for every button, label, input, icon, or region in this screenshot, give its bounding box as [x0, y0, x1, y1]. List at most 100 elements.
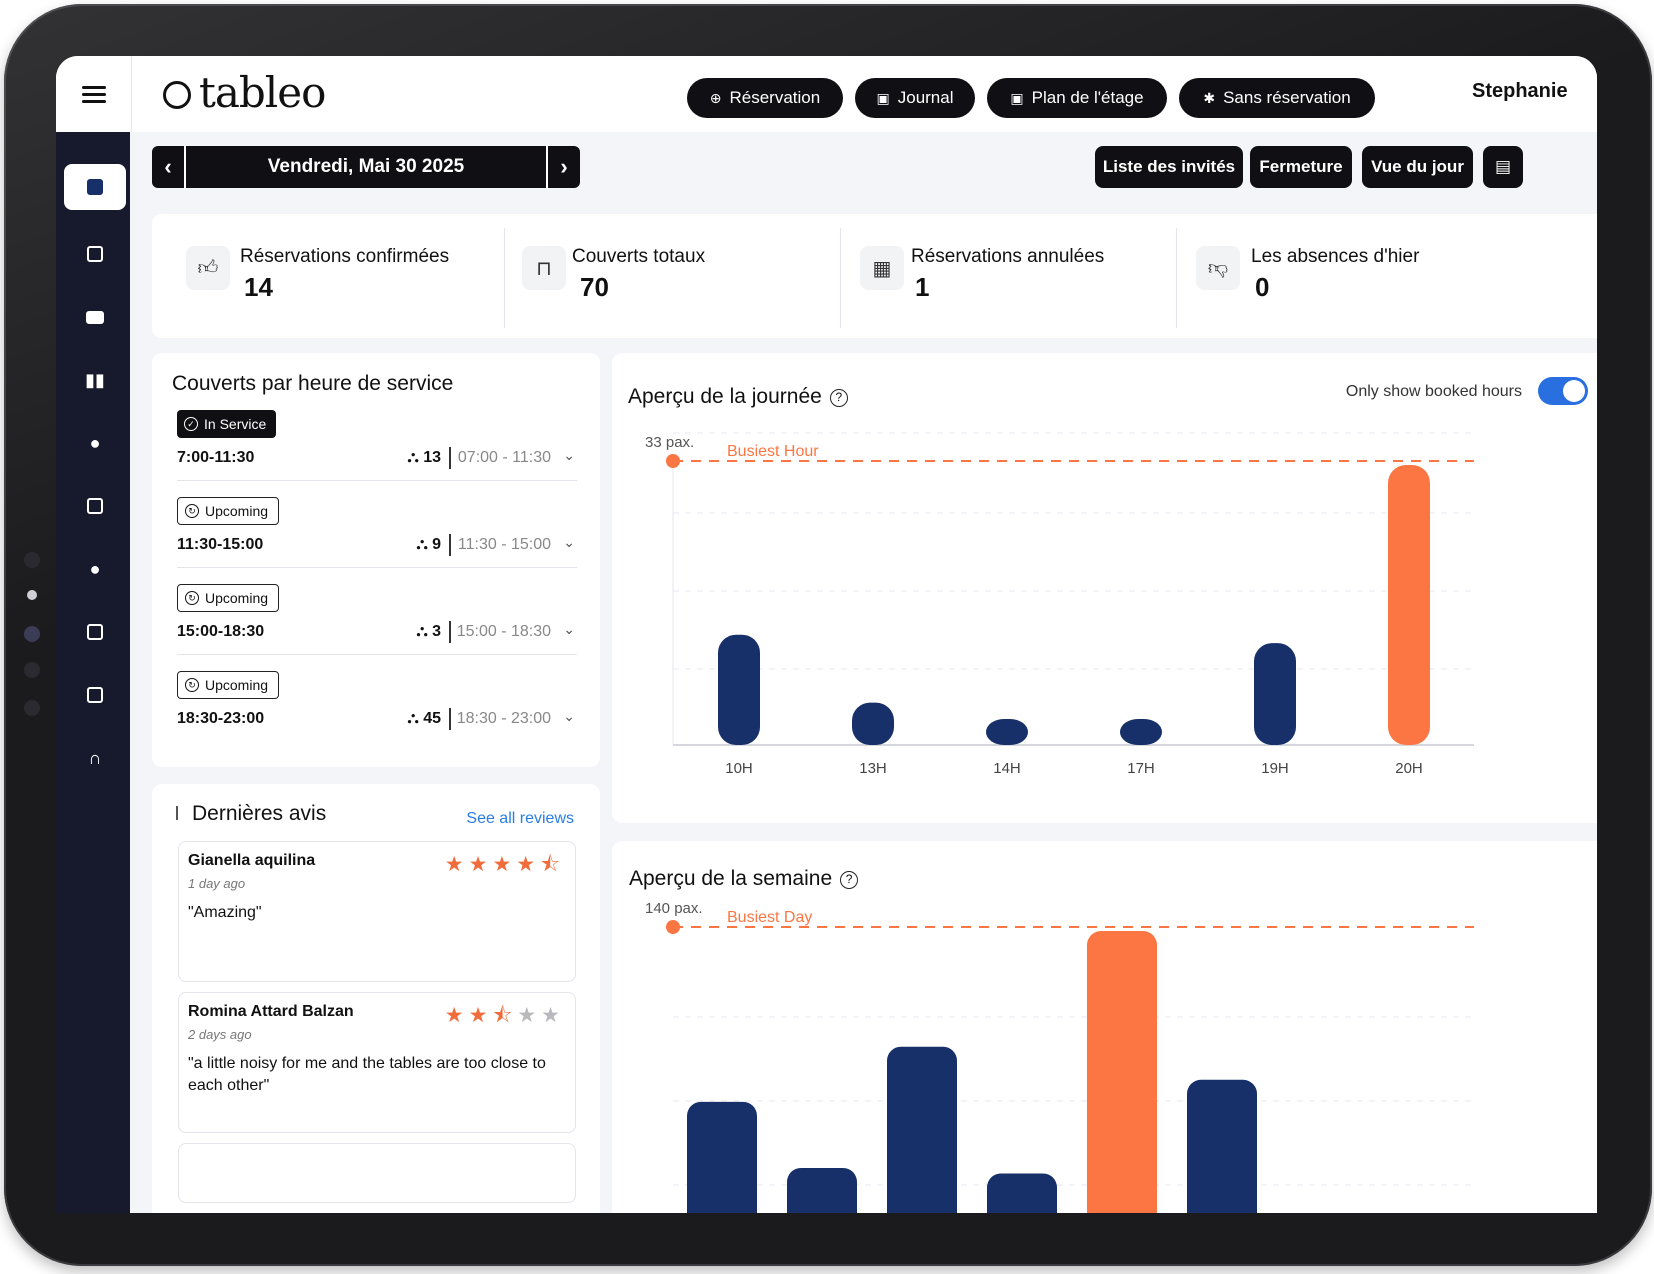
- divider: [1176, 228, 1177, 328]
- sidebar-item-dashboard[interactable]: [64, 164, 126, 210]
- service-time: 11:30-15:00: [177, 536, 264, 553]
- bar: [1087, 931, 1157, 1213]
- reviews-card: Dernières avis See all reviews Gianella …: [152, 784, 600, 1213]
- review-card[interactable]: [178, 1143, 576, 1203]
- next-day-button[interactable]: ›: [546, 146, 580, 188]
- brand-logo[interactable]: tableo: [163, 68, 326, 117]
- camera-lens: [24, 626, 40, 642]
- stat-value: 0: [1255, 272, 1270, 302]
- day-view-button[interactable]: Vue du jour: [1362, 146, 1473, 188]
- help-icon[interactable]: ?: [840, 871, 859, 889]
- device-sensor: [24, 662, 40, 678]
- service-time: 15:00-18:30: [177, 623, 265, 640]
- guests-icon: ⛬: [407, 449, 424, 466]
- divider: [177, 480, 577, 481]
- clock-icon: ↻: [185, 678, 199, 692]
- edit-icon: [87, 687, 103, 703]
- sidebar-item-guests[interactable]: ●: [64, 420, 126, 466]
- bar: [887, 1046, 957, 1213]
- review-card[interactable]: Gianella aquilina 1 day ago "Amazing" ★★…: [178, 841, 576, 982]
- x-tick-label: 10H: [725, 760, 753, 777]
- bar: [986, 719, 1028, 745]
- help-icon[interactable]: ?: [829, 389, 848, 407]
- calendar-icon: ▣: [876, 89, 890, 106]
- stat-label: Réservations confirmées: [240, 246, 450, 267]
- booked-hours-toggle[interactable]: [1538, 377, 1588, 405]
- service-row[interactable]: 18:30-23:00 ⛬ 45 18:30 - 23:00 ⌄: [177, 708, 577, 732]
- bar: [852, 702, 894, 745]
- star-icon: ★: [517, 1004, 542, 1027]
- max-value-label: 33 pax.: [645, 434, 694, 451]
- chevron-down-icon[interactable]: ⌄: [563, 534, 575, 550]
- user-icon: ●: [89, 432, 101, 453]
- x-tick-label: 13H: [859, 760, 887, 777]
- busiest-label: Busiest Day: [727, 909, 812, 926]
- calendar-icon: ▣: [1010, 89, 1024, 106]
- sidebar-item-staff[interactable]: ●: [64, 546, 126, 592]
- service-row[interactable]: 7:00-11:30 ⛬ 13 07:00 - 11:30 ⌄: [177, 447, 577, 471]
- floor-plan-button[interactable]: ▣ Plan de l'étage: [987, 78, 1167, 118]
- chevron-down-icon[interactable]: ⌄: [563, 708, 575, 724]
- stat-label: Réservations annulées: [911, 246, 1105, 267]
- bar: [718, 634, 760, 745]
- toggle-label: Only show booked hours: [1345, 383, 1522, 400]
- clock-icon: ↻: [185, 504, 199, 518]
- status-badge: ✓ In Service: [177, 410, 277, 438]
- diners-table-icon: ⊓: [522, 246, 566, 290]
- bar: [1388, 465, 1430, 745]
- star-half-icon: ⯪: [492, 1004, 518, 1027]
- services-title: Couverts par heure de service: [172, 372, 454, 395]
- brand-name: tableo: [199, 68, 326, 117]
- bar: [1254, 643, 1296, 745]
- chevron-down-icon[interactable]: ⌄: [563, 447, 575, 463]
- thumbs-up-icon: 👍︎: [186, 246, 230, 290]
- date-navigator: ‹ Vendredi, Mai 30 2025 ›: [152, 146, 580, 188]
- stat-covers: ⊓ Couverts totaux 70: [504, 214, 842, 338]
- covers-value: 3: [432, 623, 441, 640]
- menu-toggle[interactable]: [56, 56, 132, 132]
- sidebar-item-calendar[interactable]: [64, 231, 126, 277]
- sidebar-item-book[interactable]: [64, 294, 126, 340]
- star-icon: ★: [444, 853, 469, 876]
- review-card[interactable]: Romina Attard Balzan 2 days ago "a littl…: [178, 992, 576, 1133]
- stat-no-shows: 👎︎ Les absences d'hier 0: [1176, 214, 1516, 338]
- reviewer-name: Romina Attard Balzan: [188, 1003, 354, 1020]
- print-button[interactable]: ▤: [1483, 146, 1523, 188]
- device-sensor: [24, 700, 40, 716]
- device-sensor: [24, 552, 40, 568]
- chevron-down-icon[interactable]: ⌄: [563, 621, 575, 637]
- guest-list-button[interactable]: Liste des invités: [1095, 146, 1243, 188]
- button-label: Sans réservation: [1223, 88, 1351, 107]
- guests-icon: ⛬: [407, 710, 424, 727]
- prev-day-button[interactable]: ‹: [152, 146, 186, 188]
- top-bar: tableo ⊕ Réservation ▣ Journal ▣ Plan de l'…: [56, 56, 1597, 132]
- status-badge: ↻ Upcoming: [177, 584, 280, 612]
- closure-button[interactable]: Fermeture: [1250, 146, 1352, 188]
- stat-label: Couverts totaux: [572, 246, 706, 267]
- service-row[interactable]: 11:30-15:00 ⛬ 9 11:30 - 15:00 ⌄: [177, 534, 577, 558]
- see-all-reviews-link[interactable]: See all reviews: [466, 810, 574, 827]
- week-overview-heading: Aperçu de la semaine?: [629, 867, 859, 891]
- covers-count: ⛬ 3: [416, 623, 441, 641]
- sidebar-item-edit[interactable]: [64, 483, 126, 529]
- service-row[interactable]: 15:00-18:30 ⛬ 3 15:00 - 18:30 ⌄: [177, 621, 577, 645]
- sidebar-item-stats[interactable]: ▮▮: [64, 357, 126, 403]
- sidebar-item-support[interactable]: ∩: [64, 735, 126, 781]
- service-range: 07:00 - 11:30: [457, 449, 551, 466]
- service-time: 18:30-23:00: [177, 710, 265, 727]
- chevron-left-icon: ‹: [164, 154, 172, 179]
- week-chart: Busiest Day 140 pax.: [645, 900, 1474, 1213]
- journal-button[interactable]: ▣ Journal: [855, 78, 975, 118]
- user-menu[interactable]: Stephanie: [1472, 80, 1568, 102]
- sidebar-item-edit[interactable]: [64, 609, 126, 655]
- divider: [840, 228, 841, 328]
- star-half-icon: ⯪: [540, 853, 565, 876]
- day-overview-heading: Aperçu de la journée?: [628, 385, 848, 409]
- walk-in-button[interactable]: ✱ Sans réservation: [1179, 78, 1375, 118]
- rating-stars: ★★⯪★★: [445, 1001, 565, 1036]
- sidebar-item-edit[interactable]: [64, 672, 126, 718]
- covers-count: ⛬ 45: [408, 710, 441, 728]
- current-date[interactable]: Vendredi, Mai 30 2025: [267, 156, 465, 177]
- divider: [177, 654, 577, 655]
- new-reservation-button[interactable]: ⊕ Réservation: [687, 78, 843, 118]
